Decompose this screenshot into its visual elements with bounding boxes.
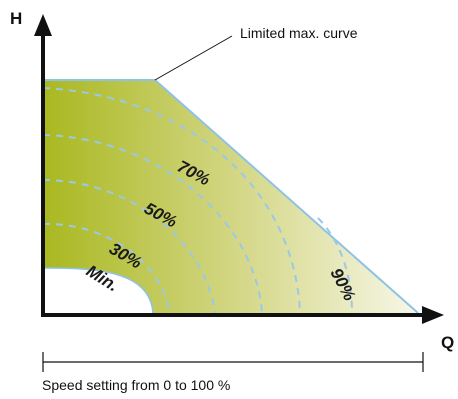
curve-50-dashed xyxy=(42,134,263,314)
min-curve-boundary xyxy=(42,267,154,314)
x-axis-label: Q xyxy=(441,333,454,352)
x-axis-arrow-icon xyxy=(422,306,444,324)
operating-area xyxy=(43,80,418,313)
curve-30-dashed xyxy=(42,179,216,314)
range-caption: Speed setting from 0 to 100 % xyxy=(42,377,230,393)
callout-leader xyxy=(154,35,233,81)
curve-90-dashed xyxy=(317,217,353,314)
y-axis-label: H xyxy=(10,9,22,28)
curve-min-dashed xyxy=(42,222,171,314)
callout-label: Limited max. curve xyxy=(240,25,358,41)
curve-70-dashed xyxy=(42,87,301,314)
y-axis-arrow-icon xyxy=(34,14,52,36)
